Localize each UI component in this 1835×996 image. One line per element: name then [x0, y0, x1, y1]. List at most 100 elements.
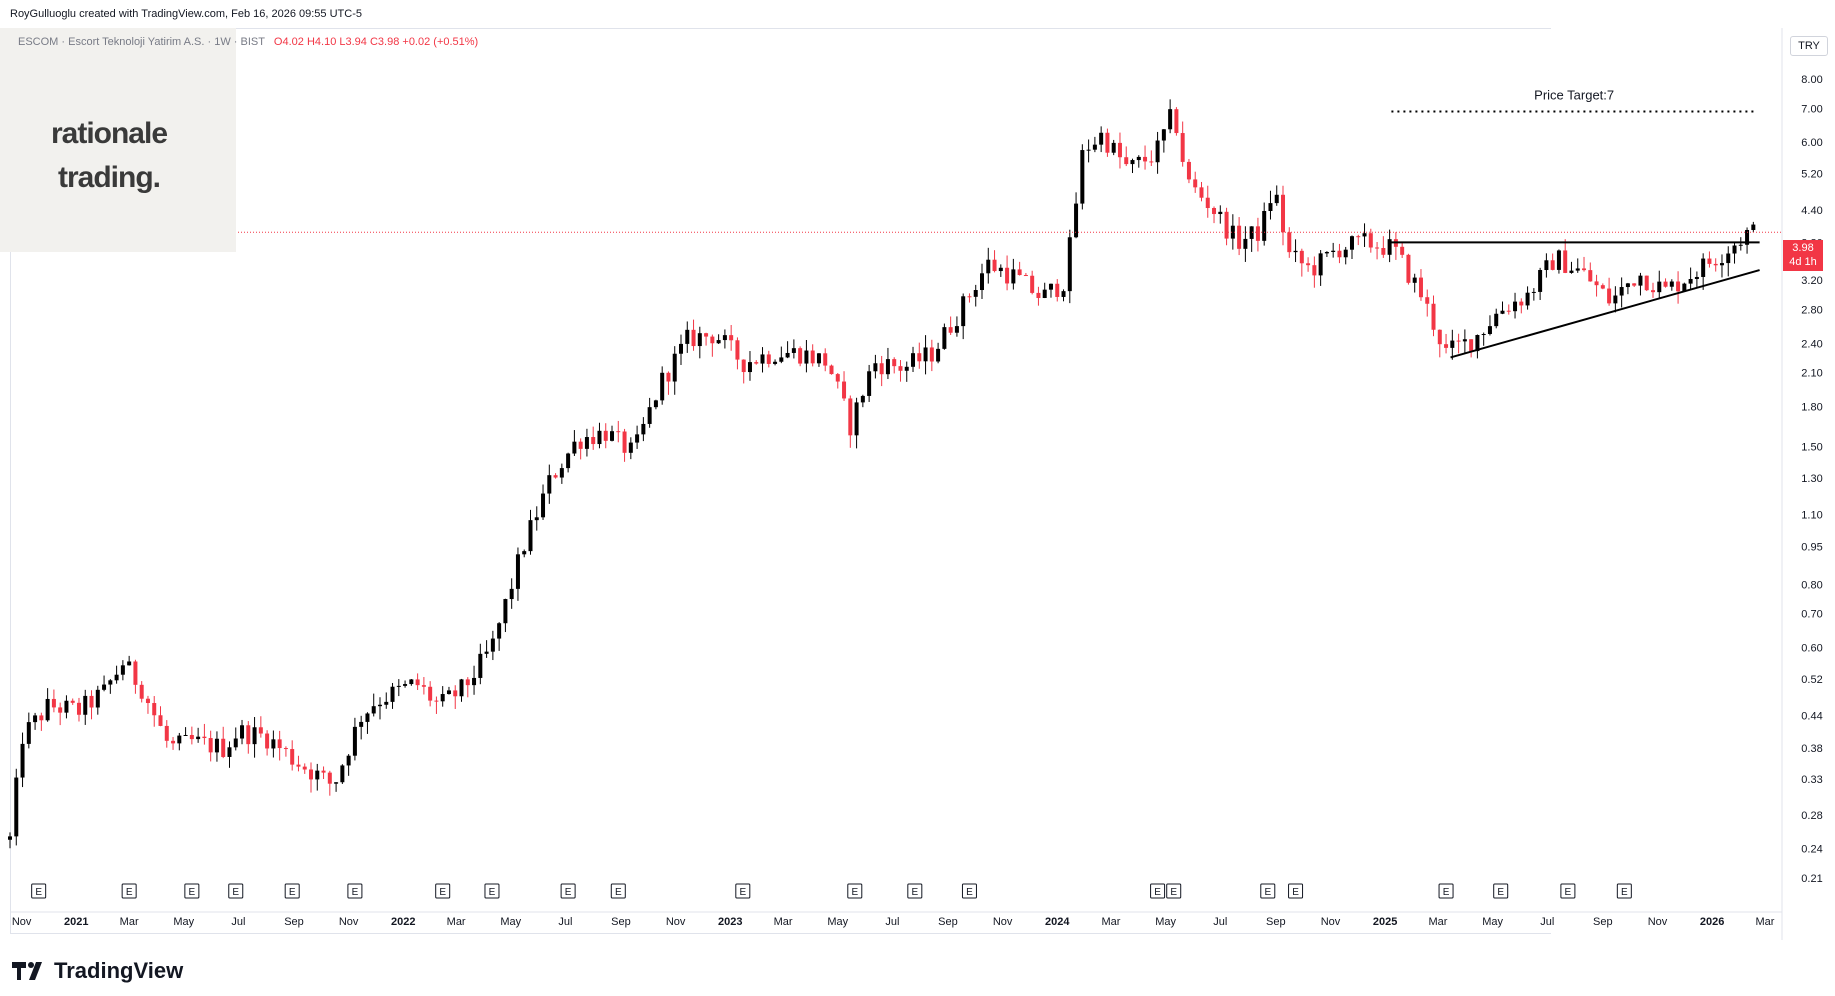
candle-body [622, 431, 627, 453]
earnings-marker-box [1260, 883, 1276, 899]
candle-body [1205, 197, 1210, 209]
candle-body [754, 362, 759, 364]
candle-body [202, 736, 207, 739]
candle-body [183, 734, 188, 736]
candle-body [158, 715, 163, 726]
candle-body [791, 348, 796, 353]
candle-body [1067, 237, 1072, 292]
price-tick-label: 7.00 [1801, 103, 1822, 115]
candle-body [390, 686, 395, 702]
candle-body [327, 772, 332, 784]
earnings-marker-label: E [1621, 887, 1628, 898]
candle-body [1450, 340, 1455, 348]
tradingview-logo[interactable]: TradingView [12, 958, 183, 984]
candle-body [1136, 156, 1141, 161]
earnings-marker-box [847, 883, 863, 899]
support-line [1450, 269, 1760, 359]
earnings-marker-box [907, 883, 923, 899]
candle-body [1462, 339, 1467, 342]
candle-body [14, 777, 19, 837]
time-tick-label: May [173, 916, 194, 928]
candle-body [265, 733, 270, 749]
watermark-box: rationale trading. [0, 28, 236, 252]
candle-body [678, 343, 683, 354]
earnings-marker-box [1616, 883, 1632, 899]
price-tick-label: 0.95 [1801, 542, 1822, 554]
earnings-marker-label: E [35, 887, 42, 898]
watermark-line-2: trading. [58, 161, 161, 194]
bar-countdown: 4d 1h [1789, 256, 1817, 268]
candle-body [1563, 250, 1568, 273]
price-tick-label: 3.20 [1801, 275, 1822, 287]
time-tick-label: Nov [666, 916, 686, 928]
change-value: +0.02 (+0.51%) [402, 36, 479, 48]
earnings-marker: E [1150, 883, 1166, 899]
candle-body [1249, 226, 1254, 239]
candle-body [842, 381, 847, 399]
candle-body [1719, 263, 1724, 266]
candle-body [421, 685, 426, 687]
time-tick-label: Nov [1321, 916, 1341, 928]
candle-body [1281, 194, 1286, 233]
candle-body [760, 354, 765, 364]
currency-button[interactable]: TRY [1790, 36, 1828, 56]
chart-pane[interactable] [10, 28, 1551, 934]
candle-body [177, 735, 182, 744]
watermark-text: rationale trading. [44, 112, 174, 200]
candle-body [773, 361, 778, 364]
earnings-marker-box [347, 883, 363, 899]
candle-body [660, 372, 665, 401]
symbol-name[interactable]: ESCOM · Escort Teknoloji Yatirim A.S. · … [18, 36, 265, 48]
time-tick-label: Nov [1648, 916, 1668, 928]
earnings-marker-label: E [1565, 887, 1572, 898]
candle-body [1437, 329, 1442, 345]
candle-body [1726, 253, 1731, 264]
candle-body [898, 366, 903, 371]
candle-body [465, 679, 470, 686]
candle-body [936, 348, 941, 362]
candle-body [290, 749, 295, 765]
candle-body [490, 638, 495, 652]
candle-body [1475, 335, 1480, 352]
candle-body [1701, 258, 1706, 277]
candle-body [1506, 310, 1511, 312]
candle-body [867, 371, 872, 396]
candle-body [1023, 275, 1028, 277]
candle-body [904, 366, 909, 371]
candle-body [108, 680, 113, 685]
candle-body [1042, 289, 1047, 299]
candle-body [1387, 239, 1392, 255]
time-tick-label: Nov [339, 916, 359, 928]
open-value: O4.02 [273, 36, 304, 48]
candle-body [1149, 161, 1154, 163]
candle-body [691, 329, 696, 347]
candle-body [102, 684, 107, 690]
candle-body [610, 431, 615, 441]
candle-body [1005, 267, 1010, 284]
time-tick-label: Mar [1429, 916, 1448, 928]
candle-body [685, 329, 690, 344]
candle-body [371, 706, 376, 714]
time-tick-label: 2021 [64, 916, 88, 928]
candle-body [860, 395, 865, 403]
candle-body [948, 327, 953, 333]
earnings-marker-box [284, 883, 300, 899]
time-tick-label: Mar [120, 916, 139, 928]
candle-body [403, 684, 408, 686]
earnings-marker-box [1438, 883, 1454, 899]
candle-body [766, 354, 771, 364]
price-tick-label: 1.50 [1801, 441, 1822, 453]
price-tick-label: 1.80 [1801, 401, 1822, 413]
earnings-marker-label: E [352, 887, 359, 898]
candle-body [835, 374, 840, 382]
symbol-legend[interactable]: ESCOM · Escort Teknoloji Yatirim A.S. · … [18, 36, 478, 48]
candle-body [722, 335, 727, 341]
candle-body [171, 740, 176, 744]
candle-body [986, 259, 991, 274]
time-tick-label: 2024 [1045, 916, 1070, 928]
candle-body [923, 347, 928, 362]
earnings-marker-box [121, 883, 137, 899]
time-tick-label: Jul [1213, 916, 1227, 928]
candle-body [1092, 144, 1097, 150]
